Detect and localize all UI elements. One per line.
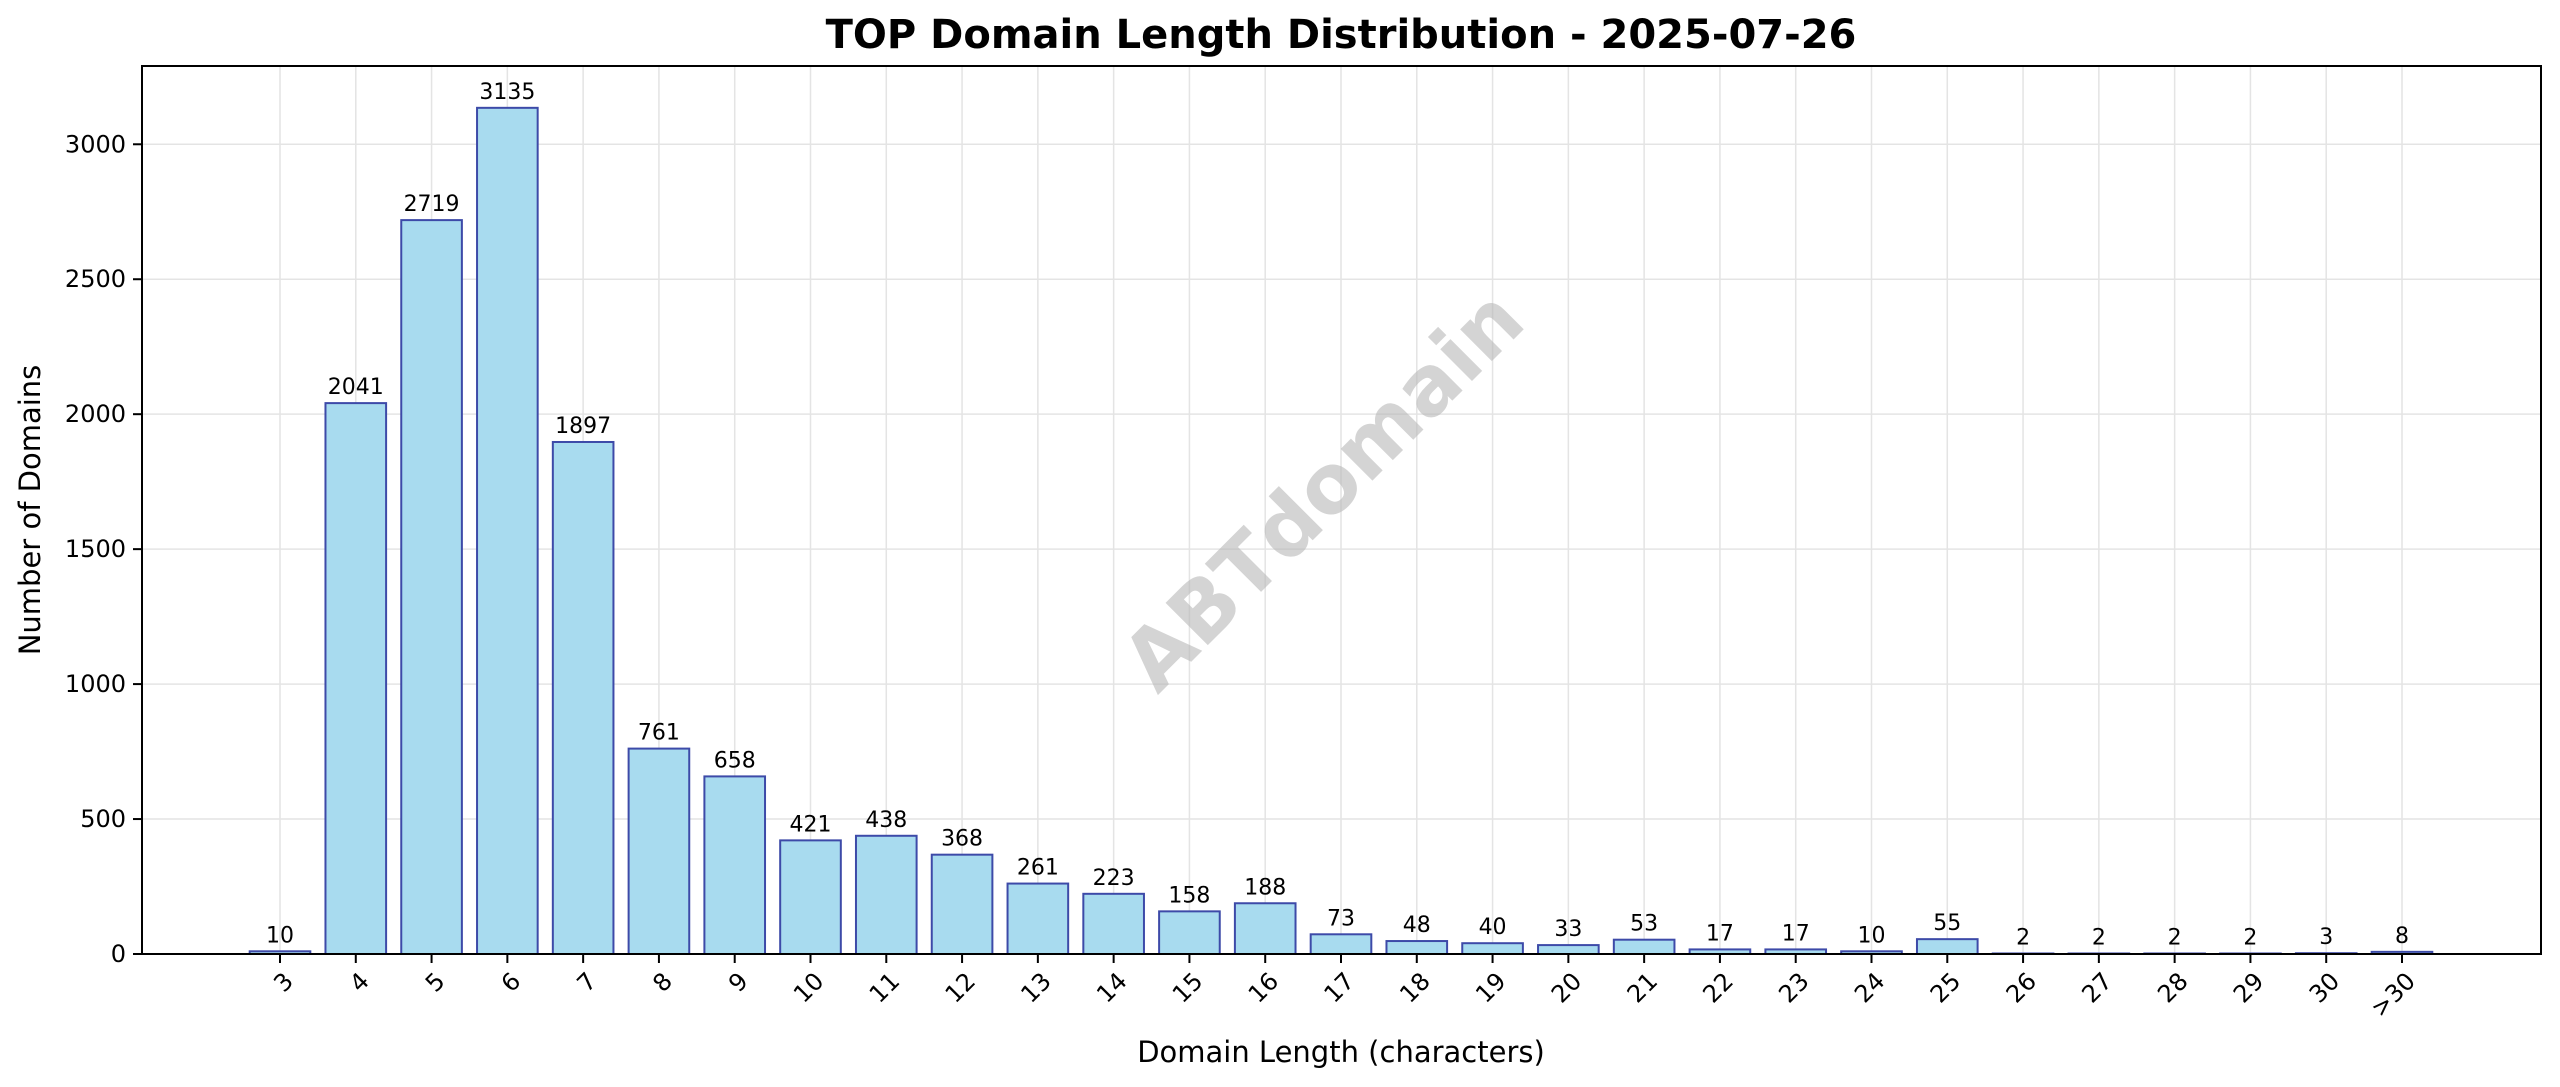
x-tick-label: 17: [1319, 967, 1360, 1008]
x-tick-label: 23: [1773, 967, 1814, 1008]
bar: [930, 853, 994, 956]
bar: [1233, 902, 1297, 955]
x-tick-label: 21: [1622, 967, 1663, 1008]
bar-value-label: 53: [1630, 912, 1658, 937]
bar: [1006, 882, 1070, 955]
bar: [1385, 940, 1449, 955]
bar: [854, 834, 918, 956]
x-tick-label: 24: [1849, 967, 1890, 1008]
x-tick-label: 29: [2228, 967, 2269, 1008]
bar-value-label: 33: [1554, 917, 1582, 942]
y-tick-label: 1000: [65, 670, 126, 698]
x-tick-label: 6: [496, 967, 527, 998]
bar-value-label: 73: [1327, 906, 1355, 931]
bar-value-label: 2: [2092, 925, 2106, 950]
bar: [1082, 892, 1145, 956]
x-tick-label: 16: [1243, 967, 1284, 1008]
bar-value-label: 55: [1933, 911, 1961, 936]
x-tick-label: 3: [268, 967, 299, 998]
x-tick-label: 11: [864, 967, 905, 1008]
bars: [248, 106, 2434, 956]
x-tick-label: 14: [1091, 967, 1132, 1008]
x-tick-label: 25: [1925, 967, 1966, 1008]
bar-value-label: 3: [2319, 925, 2333, 950]
bar-value-label: 658: [714, 748, 756, 773]
bar: [779, 839, 842, 956]
bar: [1915, 938, 1979, 956]
chart-title: TOP Domain Length Distribution - 2025-07…: [826, 12, 1857, 58]
x-tick-label: 27: [2076, 967, 2117, 1008]
x-tick-label: 22: [1698, 967, 1739, 1008]
bar-value-label: 158: [1168, 883, 1210, 908]
bar-value-label: 8: [2395, 924, 2409, 949]
x-tick-label: 13: [1015, 967, 1056, 1008]
x-tick-label: 4: [344, 967, 375, 998]
bar-value-label: 438: [865, 808, 907, 833]
bar-value-label: 17: [1706, 921, 1734, 946]
x-tick-label: 18: [1394, 967, 1435, 1008]
x-tick-label: 12: [940, 967, 981, 1008]
bar-value-label: 17: [1782, 921, 1810, 946]
bar: [551, 440, 615, 955]
x-tick-label: 8: [647, 967, 678, 998]
bar: [703, 775, 767, 956]
x-tick-label: 15: [1167, 967, 1208, 1008]
bar-value-label: 3135: [479, 80, 535, 105]
bar: [1158, 910, 1221, 956]
x-tick-label: >30: [2365, 967, 2421, 1023]
y-tick-label: 500: [80, 805, 126, 833]
x-tick-label: 19: [1470, 967, 1511, 1008]
bar-value-label: 761: [638, 721, 680, 746]
y-tick-label: 2500: [65, 265, 126, 293]
y-tick-label: 3000: [65, 130, 126, 158]
y-tick-label: 0: [111, 940, 126, 968]
bar: [400, 219, 463, 956]
y-axis: 0 500 1000 1500 2000 2500 3000: [65, 130, 142, 968]
bar: [627, 747, 691, 955]
y-tick-label: 1500: [65, 535, 126, 563]
bar-value-label: 2041: [328, 375, 384, 400]
watermark-text: ABTdomain: [1105, 272, 1543, 710]
bar-value-label: 1897: [555, 414, 611, 439]
x-tick-label: 9: [723, 967, 754, 998]
x-axis: 3 4 5 6 7 8 9 10 11 12 13 14 15 16 17 18 19 20 21 22 23 24 25 2…: [268, 954, 2421, 1023]
bar-value-label: 2: [2168, 925, 2182, 950]
x-tick-label: 20: [1546, 967, 1587, 1008]
bar: [324, 402, 388, 956]
bar-value-label: 223: [1093, 866, 1135, 891]
bar-value-label: 368: [941, 827, 983, 852]
y-axis-label: Number of Domains: [13, 365, 47, 656]
bar-value-label: 188: [1244, 875, 1286, 900]
bar: [476, 106, 539, 955]
x-tick-label: 26: [2001, 967, 2042, 1008]
x-tick-label: 5: [420, 967, 451, 998]
x-tick-label: 10: [788, 967, 829, 1008]
bar-value-label: 48: [1403, 913, 1431, 938]
bar-value-label: 2: [2016, 925, 2030, 950]
bar: [1537, 944, 1600, 956]
x-tick-label: 28: [2152, 967, 2193, 1008]
x-tick-label: 7: [572, 967, 603, 998]
x-axis-label: Domain Length (characters): [1137, 1035, 1545, 1069]
bar-value-label: 2: [2243, 925, 2257, 950]
bar-value-label: 10: [266, 923, 294, 948]
bar-value-label: 2719: [404, 192, 460, 217]
bar: [1309, 933, 1373, 955]
bar-value-label: 10: [1858, 923, 1886, 948]
bar: [1612, 938, 1676, 955]
x-tick-label: 30: [2304, 967, 2345, 1008]
y-tick-label: 2000: [65, 400, 126, 428]
bar-value-label: 421: [790, 812, 832, 837]
bar: [1461, 942, 1524, 956]
bar-value-label: 40: [1479, 915, 1507, 940]
bar-value-label: 261: [1017, 856, 1059, 881]
